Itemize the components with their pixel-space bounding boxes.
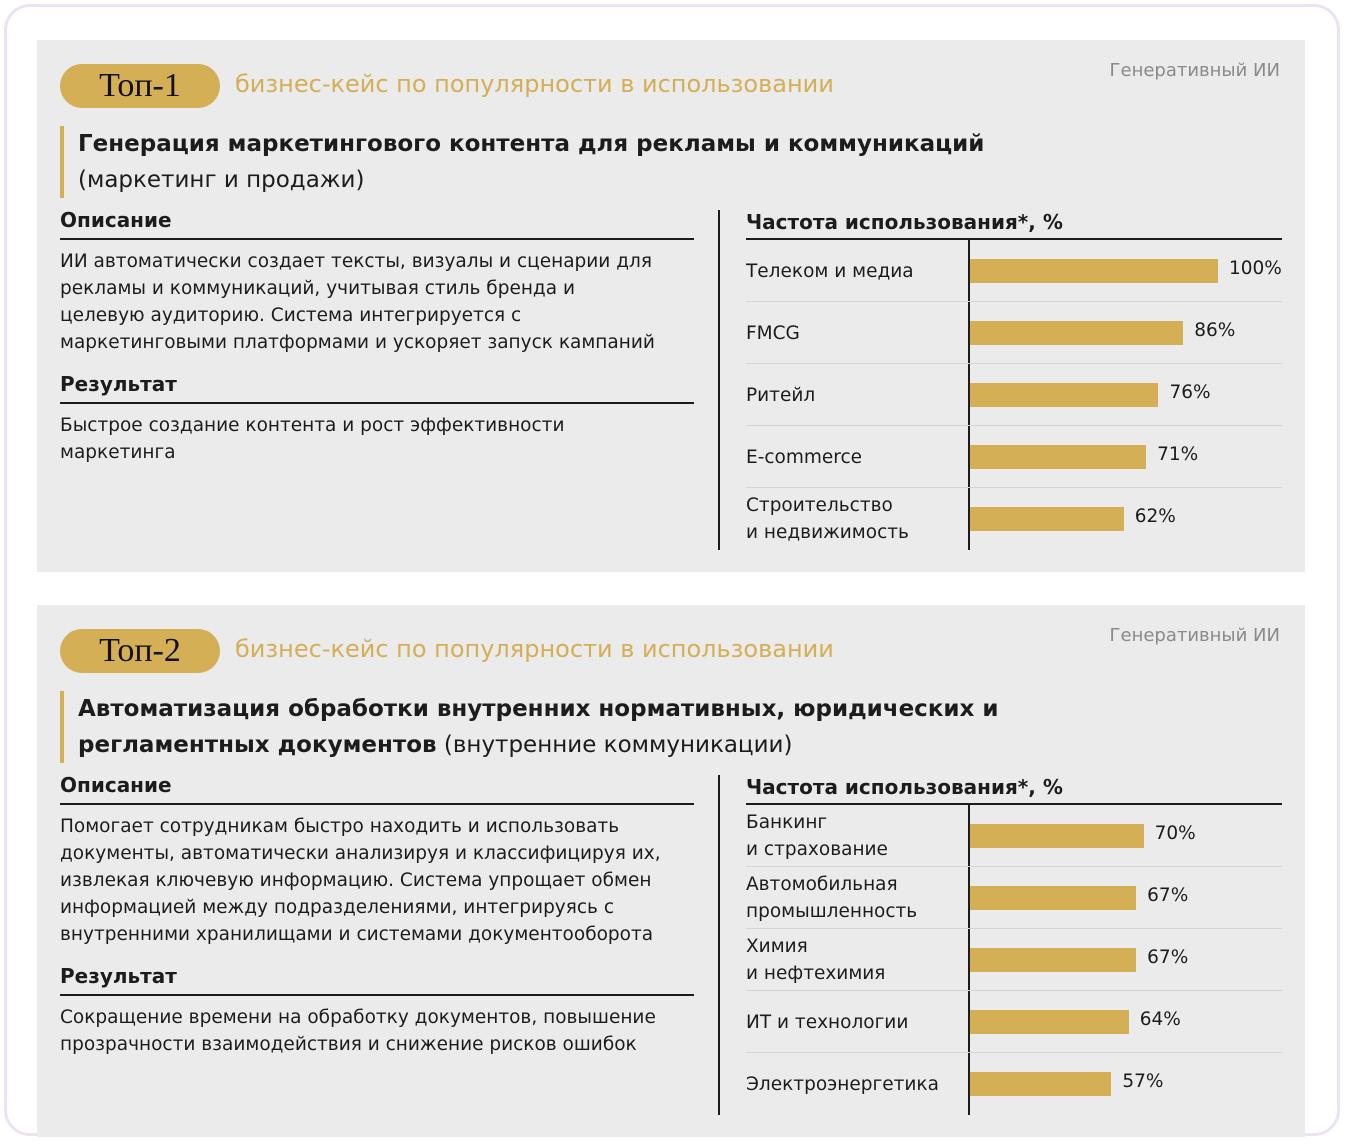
chart-title: Частота использования*, % — [746, 210, 1282, 240]
value-label: 62% — [1134, 506, 1176, 527]
bar — [970, 1010, 1129, 1034]
rank-badge: Топ-2 — [60, 629, 220, 673]
case-title: Автоматизация обработки внутренних норма… — [60, 691, 1038, 763]
category-label: FMCG — [746, 322, 800, 344]
bar — [970, 259, 1218, 283]
category-label: Банкинг и страхование — [746, 812, 888, 860]
value-label: 100% — [1229, 258, 1282, 279]
result: Быстрое создание контента и рост эффекти… — [60, 415, 565, 463]
bar — [970, 383, 1159, 407]
category-tag: Генеративный ИИ — [1109, 625, 1280, 646]
case-subtitle: бизнес-кейс по популярности в использова… — [235, 635, 834, 663]
category-label: ИТ и технологии — [746, 1011, 909, 1033]
case-title: Генерация маркетингового контента для ре… — [60, 126, 1038, 198]
category-label: Автомобильная промышленность — [746, 874, 918, 922]
category-label: E-commerce — [746, 446, 863, 468]
chart-row: Ритейл 76% — [746, 364, 1282, 426]
title-bold: Генерация маркетингового контента для ре… — [78, 131, 985, 157]
bar — [970, 321, 1184, 345]
value-label: 67% — [1147, 947, 1189, 968]
chart: Частота использования*, % Телеком и медиа… — [718, 210, 1282, 550]
value-label: 57% — [1122, 1071, 1164, 1092]
section-heading: Результат — [60, 370, 694, 404]
bar — [970, 824, 1144, 848]
category-label: Электроэнергетика — [746, 1073, 939, 1095]
value-label: 70% — [1154, 823, 1196, 844]
value-label: 86% — [1194, 320, 1236, 341]
chart-row: Электроэнергетика 57% — [746, 1053, 1282, 1115]
axis-line — [968, 240, 970, 550]
value-label: 67% — [1147, 885, 1189, 906]
chart-row: Телеком и медиа 100% — [746, 240, 1282, 302]
chart-row: Строительство и недвижимость 62% — [746, 488, 1282, 550]
description: ИИ автоматически создает тексты, визуалы… — [60, 251, 655, 353]
title-normal: (маркетинг и продажи) — [78, 167, 365, 193]
value-label: 71% — [1157, 444, 1199, 465]
category-label: Ритейл — [746, 384, 816, 406]
category-label: Химия и нефтехимия — [746, 936, 886, 984]
chart: Частота использования*, % Банкинг и страх… — [718, 775, 1282, 1115]
section-heading: Результат — [60, 962, 694, 996]
case-subtitle: бизнес-кейс по популярности в использова… — [235, 70, 834, 98]
chart-row: Автомобильная промышленность 67% — [746, 867, 1282, 929]
category-label: Телеком и медиа — [746, 260, 914, 282]
text-column: Описание ИИ автоматически создает тексты,… — [60, 206, 694, 480]
bar — [970, 1072, 1112, 1096]
case-card: Топ-2 бизнес-кейс по популярности в испол… — [37, 605, 1305, 1137]
description: Помогает сотрудникам быстро находить и и… — [60, 816, 661, 945]
chart-row: Химия и нефтехимия 67% — [746, 929, 1282, 991]
value-label: 64% — [1139, 1009, 1181, 1030]
rank-badge: Топ-1 — [60, 64, 220, 108]
category-tag: Генеративный ИИ — [1109, 60, 1280, 81]
text-column: Описание Помогает сотрудникам быстро нахо… — [60, 771, 694, 1072]
title-bold: Автоматизация обработки внутренних норма… — [78, 696, 999, 758]
category-label: Строительство и недвижимость — [746, 495, 909, 543]
bar — [970, 948, 1137, 972]
chart-row: E-commerce 71% — [746, 426, 1282, 488]
axis-line — [968, 805, 970, 1115]
result: Сокращение времени на обработку документ… — [60, 1007, 656, 1055]
section-heading: Описание — [60, 771, 694, 805]
chart-row: Банкинг и страхование 70% — [746, 805, 1282, 867]
bar — [970, 445, 1147, 469]
chart-row: FMCG 86% — [746, 302, 1282, 364]
value-label: 76% — [1169, 382, 1211, 403]
page: Топ-1 бизнес-кейс по популярности в испол… — [4, 4, 1340, 1137]
section-heading: Описание — [60, 206, 694, 240]
bar — [970, 886, 1137, 910]
title-normal: (внутренние коммуникации) — [443, 732, 793, 758]
bar — [970, 507, 1124, 531]
case-card: Топ-1 бизнес-кейс по популярности в испол… — [37, 40, 1305, 572]
chart-row: ИТ и технологии 64% — [746, 991, 1282, 1053]
chart-title: Частота использования*, % — [746, 775, 1282, 805]
